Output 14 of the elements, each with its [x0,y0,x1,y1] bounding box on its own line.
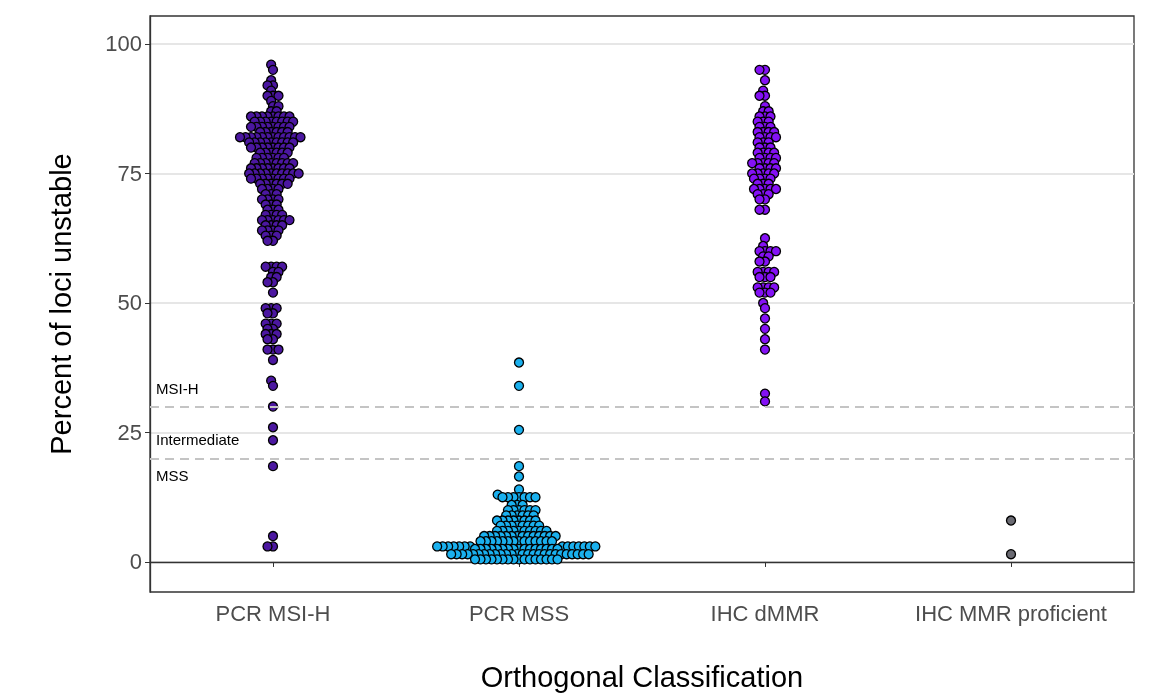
annotation: MSS [156,467,189,485]
x-tick-label: PCR MSI-H [215,600,331,626]
y-axis-title: Percent of loci unstable [44,153,77,455]
y-tick-label: 75 [117,160,142,186]
x-tick-label: PCR MSS [468,600,570,626]
y-tick-label: 25 [117,419,142,445]
y-tick-label: 50 [117,290,142,316]
annotation: MSI-H [156,379,199,397]
y-tick-label: 0 [129,549,142,575]
x-tick-label: IHC MMR proficient [915,600,1107,626]
x-axis-title: Orthogonal Classification [480,660,804,693]
x-tick-label: IHC dMMR [710,600,820,626]
annotation: Intermediate [156,431,240,449]
y-tick-label: 100 [105,31,142,57]
